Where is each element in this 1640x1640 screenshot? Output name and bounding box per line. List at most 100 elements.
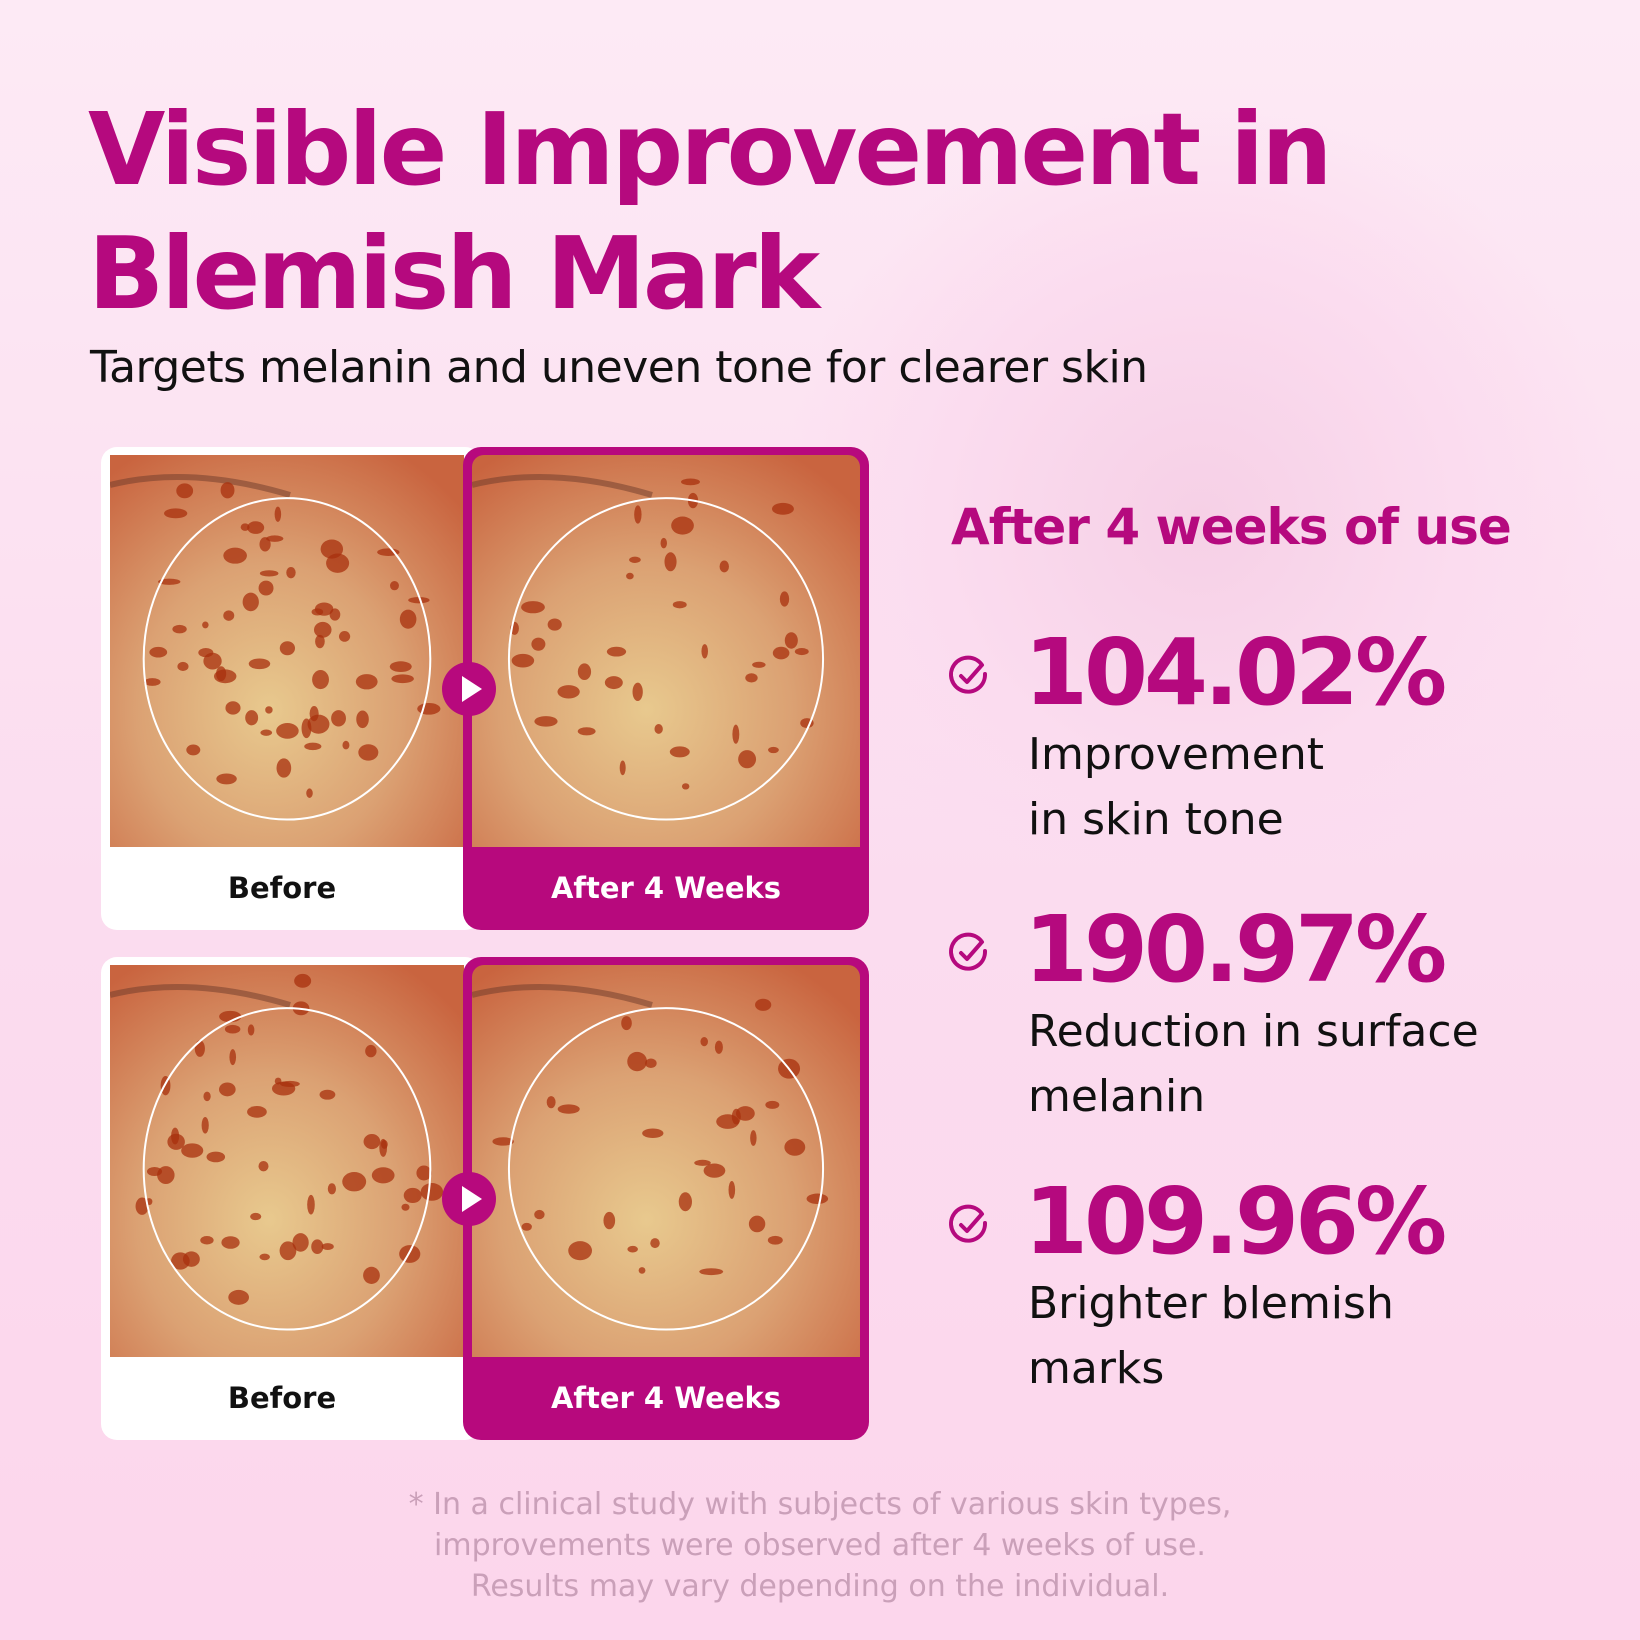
blemish-spot (338, 631, 351, 642)
blemish-spot (355, 674, 378, 690)
blemish-spot (221, 1236, 240, 1249)
blemish-spot (619, 760, 626, 776)
blemish-spot (311, 608, 324, 616)
blemish-spot (319, 1089, 336, 1100)
blemish-spot (719, 560, 729, 573)
blemish-spot (240, 523, 250, 531)
skin-image (472, 965, 860, 1357)
footnote-line: * In a clinical study with subjects of v… (408, 1487, 1232, 1522)
blemish-spot (731, 1108, 741, 1125)
blemish-spot (765, 1100, 780, 1109)
blemish-spot (149, 646, 168, 658)
blemish-spot (242, 592, 259, 612)
blemish-spot (223, 610, 235, 621)
blemish-spot (399, 609, 417, 629)
blemish-spot (286, 567, 296, 579)
blemish-spot (627, 1051, 647, 1072)
blemish-spot (557, 1104, 580, 1114)
analysis-circle (507, 497, 825, 821)
blemish-spot (627, 1245, 638, 1253)
blemish-spot (198, 648, 214, 658)
skin-image (472, 455, 860, 847)
blemish-spot (229, 1049, 237, 1066)
blemish-spot (365, 1044, 377, 1058)
blemish-spot (629, 556, 641, 563)
blemish-spot (784, 632, 798, 649)
blemish-spot (664, 552, 677, 572)
blemish-spot (399, 1245, 421, 1263)
blemish-spot (546, 1096, 556, 1109)
blemish-spot (279, 1080, 300, 1087)
blemish-spot (401, 1203, 410, 1211)
blemish-spot (135, 1197, 149, 1215)
blemish-spot (312, 670, 329, 690)
blemish-spot (678, 1192, 692, 1212)
check-circle-icon (949, 1204, 988, 1243)
blemish-spot (420, 1183, 444, 1201)
blemish-spot (363, 1133, 381, 1150)
blemish-spot (194, 1040, 205, 1057)
blemish-spot (772, 646, 790, 660)
after-card: After 4 Weeks (463, 447, 869, 930)
blemish-spot (381, 1139, 388, 1149)
blemish-spot (779, 591, 790, 607)
blemish-spot (327, 1183, 337, 1195)
blemish-spot (307, 714, 330, 734)
blemish-spot (389, 661, 412, 673)
blemish-spot (703, 1163, 726, 1178)
blemish-spot (603, 1211, 616, 1230)
blemish-spot (342, 1171, 367, 1192)
footnote-line: improvements were observed after 4 weeks… (434, 1528, 1206, 1563)
blemish-spot (767, 1235, 783, 1245)
blemish-spot (176, 483, 194, 499)
blemish-spot (167, 1133, 185, 1150)
blemish-spot (632, 682, 643, 702)
blemish-spot (315, 634, 325, 649)
blemish-spot (547, 618, 562, 631)
blemish-spot (738, 750, 757, 769)
blemish-spot (203, 1091, 211, 1102)
blemish-spot (794, 648, 809, 656)
check-circle-icon (949, 655, 988, 694)
blemish-spot (669, 746, 690, 758)
page-title: Visible Improvement in Blemish Mark (88, 88, 1333, 336)
footnote: * In a clinical study with subjects of v… (0, 1484, 1640, 1607)
blemish-spot (216, 666, 227, 682)
blemish-spot (534, 1209, 545, 1220)
stat-value: 190.97% (1024, 896, 1447, 1003)
blemish-spot (732, 724, 740, 744)
check-circle-icon (949, 932, 988, 971)
blemish-spot (714, 1040, 723, 1054)
blemish-spot (660, 537, 667, 549)
blemish-spot (320, 539, 344, 559)
blemish-spot (699, 1268, 724, 1276)
blemish-spot (250, 1212, 262, 1221)
before-photo (110, 455, 464, 847)
analysis-circle (142, 497, 432, 821)
title-line-2: Blemish Mark (88, 215, 820, 332)
blemish-spot (521, 1222, 532, 1231)
stat-desc-line: Brighter blemish (1028, 1278, 1394, 1329)
title-line-1: Visible Improvement in (88, 91, 1333, 208)
blemish-spot (259, 1253, 270, 1261)
blemish-spot (403, 1187, 422, 1204)
blemish-spot (750, 1130, 757, 1146)
before-label: Before (227, 1381, 337, 1415)
blemish-spot (417, 702, 441, 715)
after-photo (472, 455, 860, 847)
blemish-spot (416, 1165, 432, 1181)
blemish-spot (292, 1233, 309, 1252)
stat-description: Brighter blemish marks (1028, 1271, 1588, 1401)
blemish-spot (694, 1159, 711, 1166)
blemish-spot (745, 673, 758, 683)
blemish-spot (358, 744, 379, 761)
blemish-spot (321, 1243, 334, 1251)
blemish-spot (200, 1235, 214, 1245)
blemish-spot (258, 1161, 269, 1172)
blemish-spot (356, 710, 369, 729)
stat-description: Reduction in surface melanin (1028, 999, 1588, 1129)
blemish-spot (260, 729, 273, 736)
stat-description: Improvement in skin tone (1028, 722, 1588, 852)
blemish-spot (247, 1106, 267, 1118)
blemish-spot (202, 621, 209, 629)
